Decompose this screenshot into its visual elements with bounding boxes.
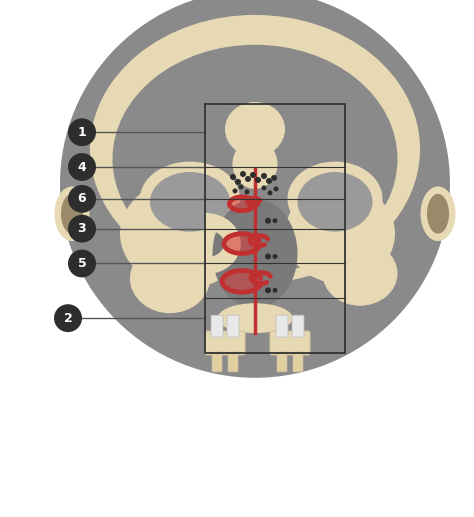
FancyBboxPatch shape bbox=[212, 352, 222, 372]
Ellipse shape bbox=[112, 45, 398, 273]
Circle shape bbox=[273, 288, 277, 293]
Bar bbox=[205, 104, 345, 353]
Text: 4: 4 bbox=[78, 161, 86, 174]
Circle shape bbox=[230, 174, 236, 180]
Ellipse shape bbox=[55, 187, 90, 241]
Ellipse shape bbox=[420, 187, 456, 241]
Circle shape bbox=[250, 172, 256, 178]
Ellipse shape bbox=[218, 303, 292, 333]
Text: 2: 2 bbox=[64, 312, 73, 325]
Circle shape bbox=[245, 189, 249, 194]
FancyBboxPatch shape bbox=[276, 315, 288, 337]
Circle shape bbox=[233, 188, 237, 193]
Circle shape bbox=[68, 185, 96, 213]
Circle shape bbox=[68, 153, 96, 181]
FancyBboxPatch shape bbox=[277, 352, 287, 372]
Circle shape bbox=[68, 250, 96, 278]
Circle shape bbox=[266, 178, 272, 184]
Text: 3: 3 bbox=[78, 222, 86, 235]
Ellipse shape bbox=[233, 139, 277, 189]
Polygon shape bbox=[229, 197, 255, 211]
Text: 6: 6 bbox=[78, 192, 86, 205]
Circle shape bbox=[273, 218, 277, 223]
Circle shape bbox=[245, 176, 251, 182]
Circle shape bbox=[271, 175, 277, 181]
Ellipse shape bbox=[150, 172, 230, 232]
Polygon shape bbox=[222, 270, 262, 292]
Circle shape bbox=[273, 254, 277, 259]
Ellipse shape bbox=[322, 241, 398, 306]
FancyBboxPatch shape bbox=[227, 315, 239, 337]
Ellipse shape bbox=[212, 199, 298, 308]
Ellipse shape bbox=[60, 0, 450, 378]
Text: 6. Middle Turbinate: 6. Middle Turbinate bbox=[245, 471, 365, 484]
FancyBboxPatch shape bbox=[270, 331, 310, 355]
FancyBboxPatch shape bbox=[205, 331, 245, 355]
Ellipse shape bbox=[225, 102, 285, 157]
Text: 5. Inferior Turbinate: 5. Inferior Turbinate bbox=[245, 443, 369, 456]
Circle shape bbox=[238, 185, 244, 189]
Circle shape bbox=[265, 253, 271, 260]
Circle shape bbox=[261, 173, 267, 179]
Circle shape bbox=[265, 287, 271, 293]
Circle shape bbox=[240, 171, 246, 177]
Ellipse shape bbox=[298, 172, 373, 232]
Circle shape bbox=[273, 187, 279, 191]
Circle shape bbox=[68, 118, 96, 146]
Ellipse shape bbox=[130, 244, 210, 313]
Ellipse shape bbox=[285, 184, 395, 283]
Text: 4. Superior Turbinate: 4. Superior Turbinate bbox=[245, 416, 376, 429]
Circle shape bbox=[262, 186, 266, 190]
Ellipse shape bbox=[140, 161, 240, 236]
FancyBboxPatch shape bbox=[211, 315, 223, 337]
FancyBboxPatch shape bbox=[292, 315, 304, 337]
Text: 1: 1 bbox=[78, 126, 86, 139]
Polygon shape bbox=[224, 234, 260, 253]
Ellipse shape bbox=[427, 194, 449, 234]
FancyBboxPatch shape bbox=[293, 352, 303, 372]
Text: 1.  Superior Meatus: 1. Superior Meatus bbox=[30, 416, 152, 429]
Text: 2. Inferior Meatus: 2. Inferior Meatus bbox=[30, 443, 140, 456]
Circle shape bbox=[267, 190, 273, 195]
Circle shape bbox=[68, 215, 96, 242]
Circle shape bbox=[235, 179, 241, 185]
Ellipse shape bbox=[120, 179, 250, 288]
Circle shape bbox=[255, 177, 261, 183]
Circle shape bbox=[54, 304, 82, 332]
FancyBboxPatch shape bbox=[228, 352, 238, 372]
Text: 5: 5 bbox=[78, 257, 86, 270]
Ellipse shape bbox=[90, 15, 420, 283]
Ellipse shape bbox=[61, 194, 83, 234]
Ellipse shape bbox=[288, 161, 383, 236]
Text: 3. Middle Meatus: 3. Middle Meatus bbox=[30, 471, 137, 484]
Circle shape bbox=[265, 218, 271, 224]
Ellipse shape bbox=[240, 105, 270, 133]
